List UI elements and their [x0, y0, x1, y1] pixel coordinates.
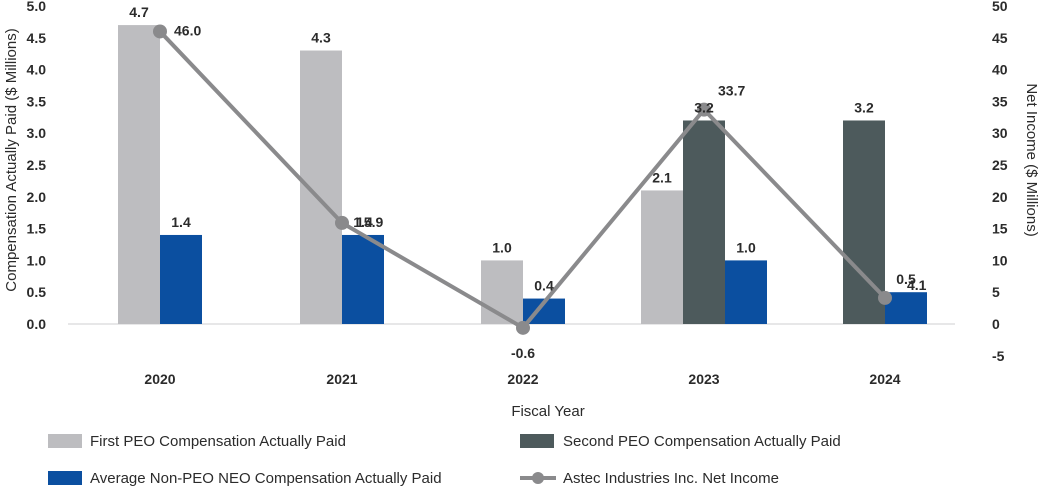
net-income-data-label: 33.7: [718, 83, 745, 99]
net-income-line: [153, 24, 892, 335]
net-income-marker: [335, 215, 349, 230]
data-labels: 4.7 1.4 4.3 1.4 1.0 0.4 2.1 3.2 1.0 3.2 0.5 46.0 15.…: [129, 4, 926, 361]
net-income-data-label: -0.6: [511, 345, 535, 361]
left-tick-label: 4.5: [27, 30, 47, 46]
left-tick-label: 2.0: [27, 189, 47, 205]
bar: [683, 120, 725, 324]
bar: [160, 234, 202, 324]
bar: [885, 292, 927, 324]
right-tick-label: 50: [992, 0, 1008, 14]
y-axis-right-title: Net Income ($ Millions): [1023, 83, 1040, 236]
category-labels: 2020 2021 2022 2023 2024: [144, 371, 900, 387]
legend-swatch-first-peo: [48, 434, 82, 448]
legend-swatch-second-peo: [520, 434, 554, 448]
left-tick-label: 2.5: [27, 157, 47, 173]
right-tick-label: 10: [992, 252, 1008, 268]
right-tick-label: 15: [992, 221, 1008, 237]
right-tick-label: 25: [992, 157, 1008, 173]
bar: [725, 260, 767, 324]
y-axis-left-title: Compensation Actually Paid ($ Millions): [3, 28, 20, 291]
right-tick-label: 20: [992, 189, 1008, 205]
net-income-data-label: 4.1: [907, 277, 927, 293]
legend-swatch-net-income-marker: [532, 472, 544, 484]
net-income-marker: [153, 24, 167, 39]
left-tick-label: 0.5: [27, 284, 47, 300]
left-tick-label: 1.0: [27, 252, 47, 268]
left-tick-label: 4.0: [27, 62, 47, 78]
bar-data-label: 0.4: [534, 278, 554, 294]
net-income-data-label: 15.9: [356, 214, 383, 230]
legend: First PEO Compensation Actually Paid Sec…: [48, 433, 841, 487]
left-tick-label: 5.0: [27, 0, 47, 14]
category-label: 2020: [144, 371, 175, 387]
bar-data-label: 4.7: [129, 4, 149, 20]
bar-data-label: 0.5: [896, 271, 916, 287]
left-tick-label: 3.5: [27, 93, 47, 109]
legend-label-non-peo-neo: Average Non-PEO NEO Compensation Actuall…: [90, 470, 442, 487]
bar-data-label: 1.4: [171, 214, 191, 230]
bar-data-label: 1.0: [492, 239, 512, 255]
bar-data-label: 2.1: [652, 169, 672, 185]
left-tick-label: 3.0: [27, 125, 47, 141]
right-tick-label: 40: [992, 62, 1008, 78]
right-tick-label: 5: [992, 284, 1000, 300]
category-label: 2024: [869, 371, 900, 387]
category-label: 2023: [688, 371, 719, 387]
net-income-data-label: 46.0: [174, 22, 201, 38]
left-tick-label: 1.5: [27, 221, 47, 237]
right-axis-ticks: -5 0 5 10 15 20 25 30 35 40 45 50: [992, 0, 1008, 364]
net-income-marker: [878, 290, 892, 305]
bar-data-label: 1.4: [353, 214, 373, 230]
legend-label-first-peo: First PEO Compensation Actually Paid: [90, 433, 346, 450]
bar: [118, 25, 160, 325]
bar: [641, 190, 683, 324]
legend-label-net-income: Astec Industries Inc. Net Income: [563, 470, 779, 487]
bar-data-label: 1.0: [736, 239, 756, 255]
right-tick-label: 0: [992, 316, 1000, 332]
legend-label-second-peo: Second PEO Compensation Actually Paid: [563, 433, 841, 450]
net-income-marker: [697, 102, 711, 117]
right-tick-label: -5: [992, 348, 1005, 364]
legend-swatch-non-peo-neo: [48, 471, 82, 485]
left-axis-ticks: 0.0 0.5 1.0 1.5 2.0 2.5 3.0 3.5 4.0 4.5 5.0: [27, 0, 47, 332]
bar: [342, 234, 384, 324]
bar-data-label: 3.2: [694, 99, 714, 115]
bar-data-label: 3.2: [854, 99, 874, 115]
right-tick-label: 45: [992, 30, 1008, 46]
right-tick-label: 35: [992, 93, 1008, 109]
bars: [68, 25, 955, 325]
category-label: 2022: [507, 371, 538, 387]
net-income-marker: [516, 320, 530, 335]
category-label: 2021: [326, 371, 357, 387]
bar-data-label: 4.3: [311, 30, 331, 46]
x-axis-title: Fiscal Year: [511, 403, 584, 420]
right-tick-label: 30: [992, 125, 1008, 141]
left-tick-label: 0.0: [27, 316, 47, 332]
